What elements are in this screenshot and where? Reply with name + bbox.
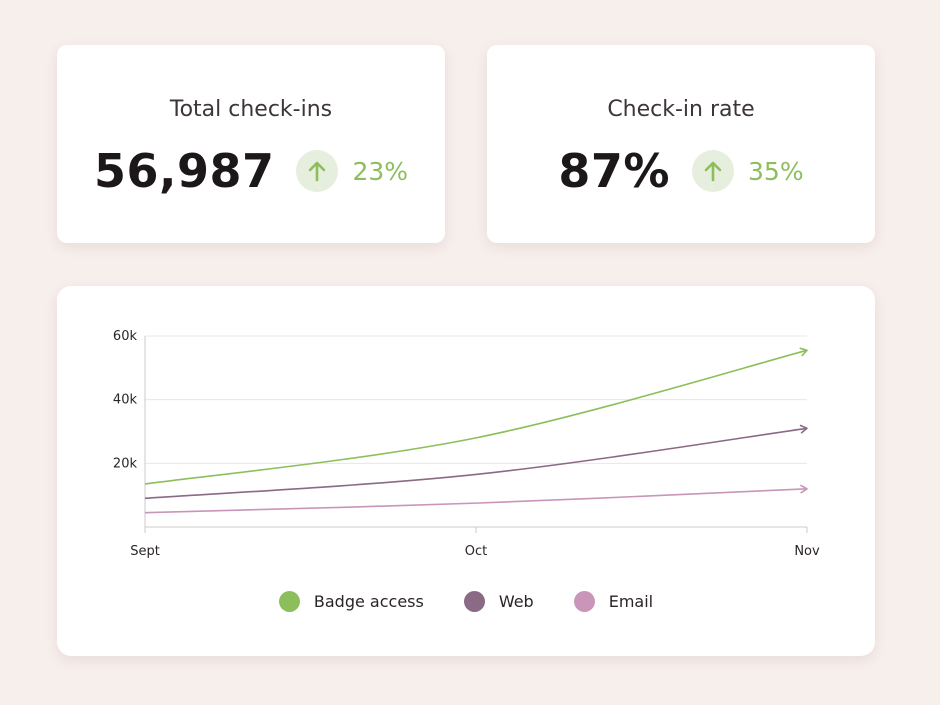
kpi-change: 35%: [748, 156, 804, 186]
data-point: [805, 348, 809, 352]
arrow-up-icon: [692, 150, 735, 192]
arrow-up-icon: [296, 150, 339, 192]
data-point: [474, 472, 478, 476]
kpi-title: Check-in rate: [607, 97, 755, 122]
series-line-0: [144, 349, 808, 485]
kpi-title: Total check-ins: [169, 97, 333, 122]
line-chart: 20k 40k 60k Sept Oct Nov: [113, 329, 820, 559]
checkins-chart-card: 20k 40k 60k Sept Oct Nov Badge access Web Email: [57, 286, 875, 656]
kpi-value: 87%: [558, 144, 671, 198]
y-tick-label: 20k: [113, 456, 138, 471]
y-tick-label: 60k: [113, 329, 138, 344]
y-tick-label: 40k: [113, 393, 138, 408]
legend-label: Web: [498, 592, 534, 611]
legend-label: Email: [608, 592, 654, 611]
chart-legend: Badge access Web Email: [57, 591, 875, 612]
data-point: [143, 511, 147, 515]
series-line-1: [144, 427, 808, 500]
data-point: [143, 482, 147, 486]
legend-item: Email: [573, 591, 654, 612]
data-point: [474, 436, 478, 440]
series-end-arrow-icon: [800, 484, 808, 494]
legend-item: Badge access: [278, 591, 424, 612]
checkin-rate-card: Check-in rate 87% 35%: [487, 45, 875, 243]
x-tick-label: Oct: [465, 544, 487, 559]
total-checkins-card: Total check-ins 56,987 23%: [57, 45, 445, 243]
data-point: [805, 487, 809, 491]
data-point: [143, 496, 147, 500]
legend-label: Badge access: [313, 592, 424, 611]
kpi-change: 23%: [352, 156, 409, 186]
x-tick-label: Nov: [794, 544, 820, 559]
x-tick-label: Sept: [130, 544, 160, 559]
series-end-arrow-icon: [799, 424, 808, 434]
kpi-value: 56,987: [93, 144, 275, 198]
legend-swatch: [278, 591, 300, 612]
data-point: [805, 426, 809, 430]
series-line-2: [144, 488, 808, 514]
legend-item: Web: [463, 591, 534, 612]
series-end-arrow-icon: [799, 347, 808, 357]
legend-swatch: [463, 591, 485, 612]
data-point: [474, 501, 478, 505]
legend-swatch: [573, 591, 595, 612]
